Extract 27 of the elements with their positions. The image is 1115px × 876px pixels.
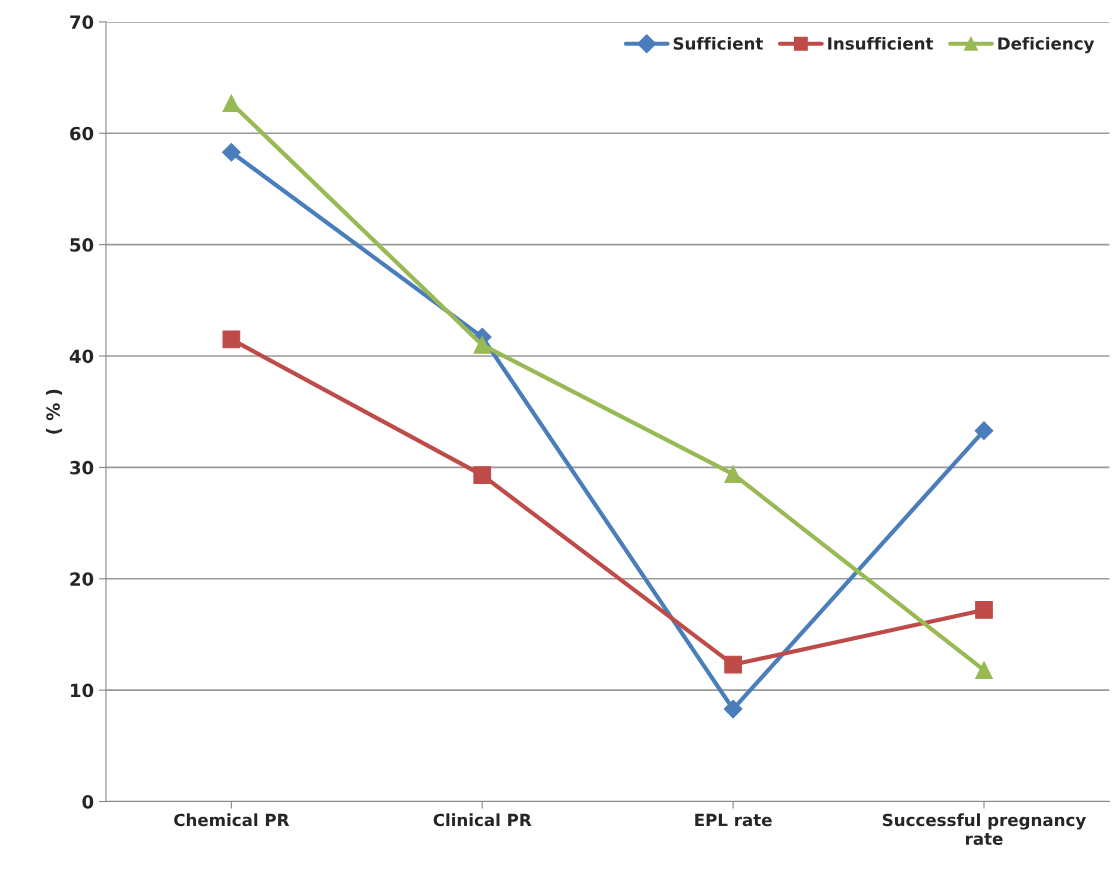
y-tick-label: 50: [70, 238, 94, 252]
point: [473, 336, 492, 354]
y-tick-label: 40: [69, 349, 94, 364]
point: [724, 465, 742, 483]
point: [473, 466, 492, 485]
x-tick-label: Successful pregnancy rate: [882, 813, 1086, 846]
legend-label: Sufficient: [673, 36, 763, 50]
y-tick-label: 30: [70, 460, 94, 475]
x-tick-label: EPL rate: [695, 813, 772, 827]
legend-label: Deficiency: [998, 36, 1095, 54]
point: [975, 601, 993, 619]
y-axis-title: ( % ): [45, 389, 63, 434]
point: [974, 421, 994, 441]
y-tick-label: 0: [82, 795, 94, 809]
y-tick-label: 10: [71, 683, 94, 698]
point: [222, 142, 241, 162]
point: [222, 330, 241, 349]
point: [723, 699, 743, 719]
point: [222, 94, 241, 113]
y-tick-label: 60: [70, 126, 94, 141]
legend-label: Insufficient: [828, 36, 934, 50]
x-tick-label: Chemical PR: [174, 813, 290, 827]
y-tick-label: 70: [70, 15, 94, 30]
y-tick-label: 20: [70, 572, 94, 586]
point: [724, 655, 742, 674]
x-tick-label: Clinical PR: [433, 813, 532, 827]
point: [975, 661, 993, 679]
